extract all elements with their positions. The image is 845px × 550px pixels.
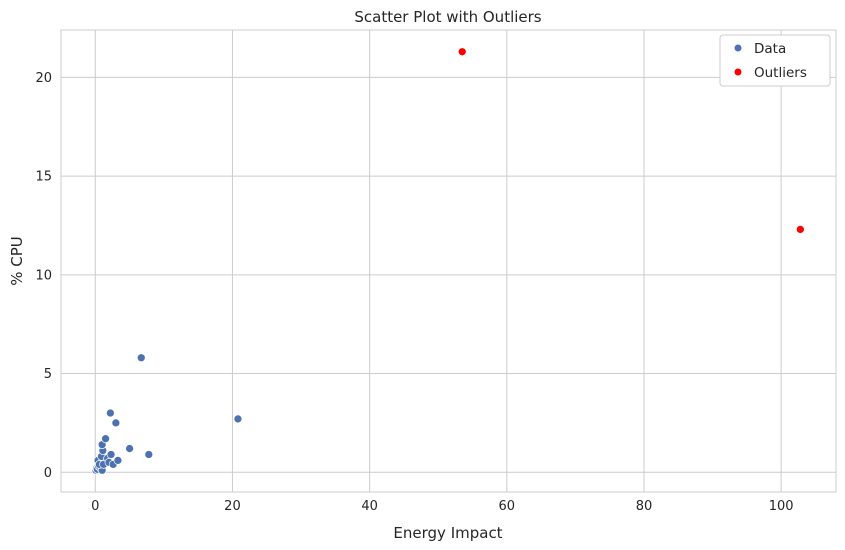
data-point <box>144 450 154 459</box>
y-tick-label: 0 <box>44 466 52 481</box>
y-tick-label: 10 <box>35 268 52 283</box>
x-tick-labels: 0 20 40 60 80 100 <box>91 499 793 514</box>
legend-label-outliers: Outliers <box>754 65 807 81</box>
x-axis-title: Energy Impact <box>393 524 502 542</box>
x-tick-label: 80 <box>636 499 653 514</box>
data-point <box>106 408 115 418</box>
y-axis-title: % CPU <box>8 236 26 286</box>
legend-box <box>719 34 831 87</box>
data-point <box>125 444 134 453</box>
y-tick-labels: 0 5 10 15 20 <box>35 71 52 481</box>
legend-marker-data <box>733 43 743 53</box>
x-tick-label: 60 <box>499 499 516 514</box>
x-tick-label: 40 <box>361 499 378 514</box>
outlier-point <box>457 47 467 57</box>
y-tick-label: 20 <box>35 71 52 86</box>
x-tick-label: 20 <box>224 499 241 514</box>
data-point <box>101 434 110 444</box>
data-point <box>111 418 121 428</box>
data-point <box>233 414 243 424</box>
x-tick-label: 0 <box>91 499 99 514</box>
legend: Data Outliers <box>719 34 831 87</box>
data-point <box>113 456 123 465</box>
grid-lines <box>61 30 836 492</box>
y-tick-label: 5 <box>44 367 52 382</box>
legend-marker-outliers <box>733 67 743 77</box>
chart-title: Scatter Plot with Outliers <box>354 8 541 26</box>
data-points <box>91 47 805 475</box>
plot-area <box>60 29 837 493</box>
legend-label-data: Data <box>754 41 786 57</box>
data-point <box>106 450 116 459</box>
y-tick-label: 15 <box>35 170 52 185</box>
outlier-point <box>795 225 805 234</box>
data-point <box>136 353 146 363</box>
x-tick-label: 100 <box>769 499 794 514</box>
